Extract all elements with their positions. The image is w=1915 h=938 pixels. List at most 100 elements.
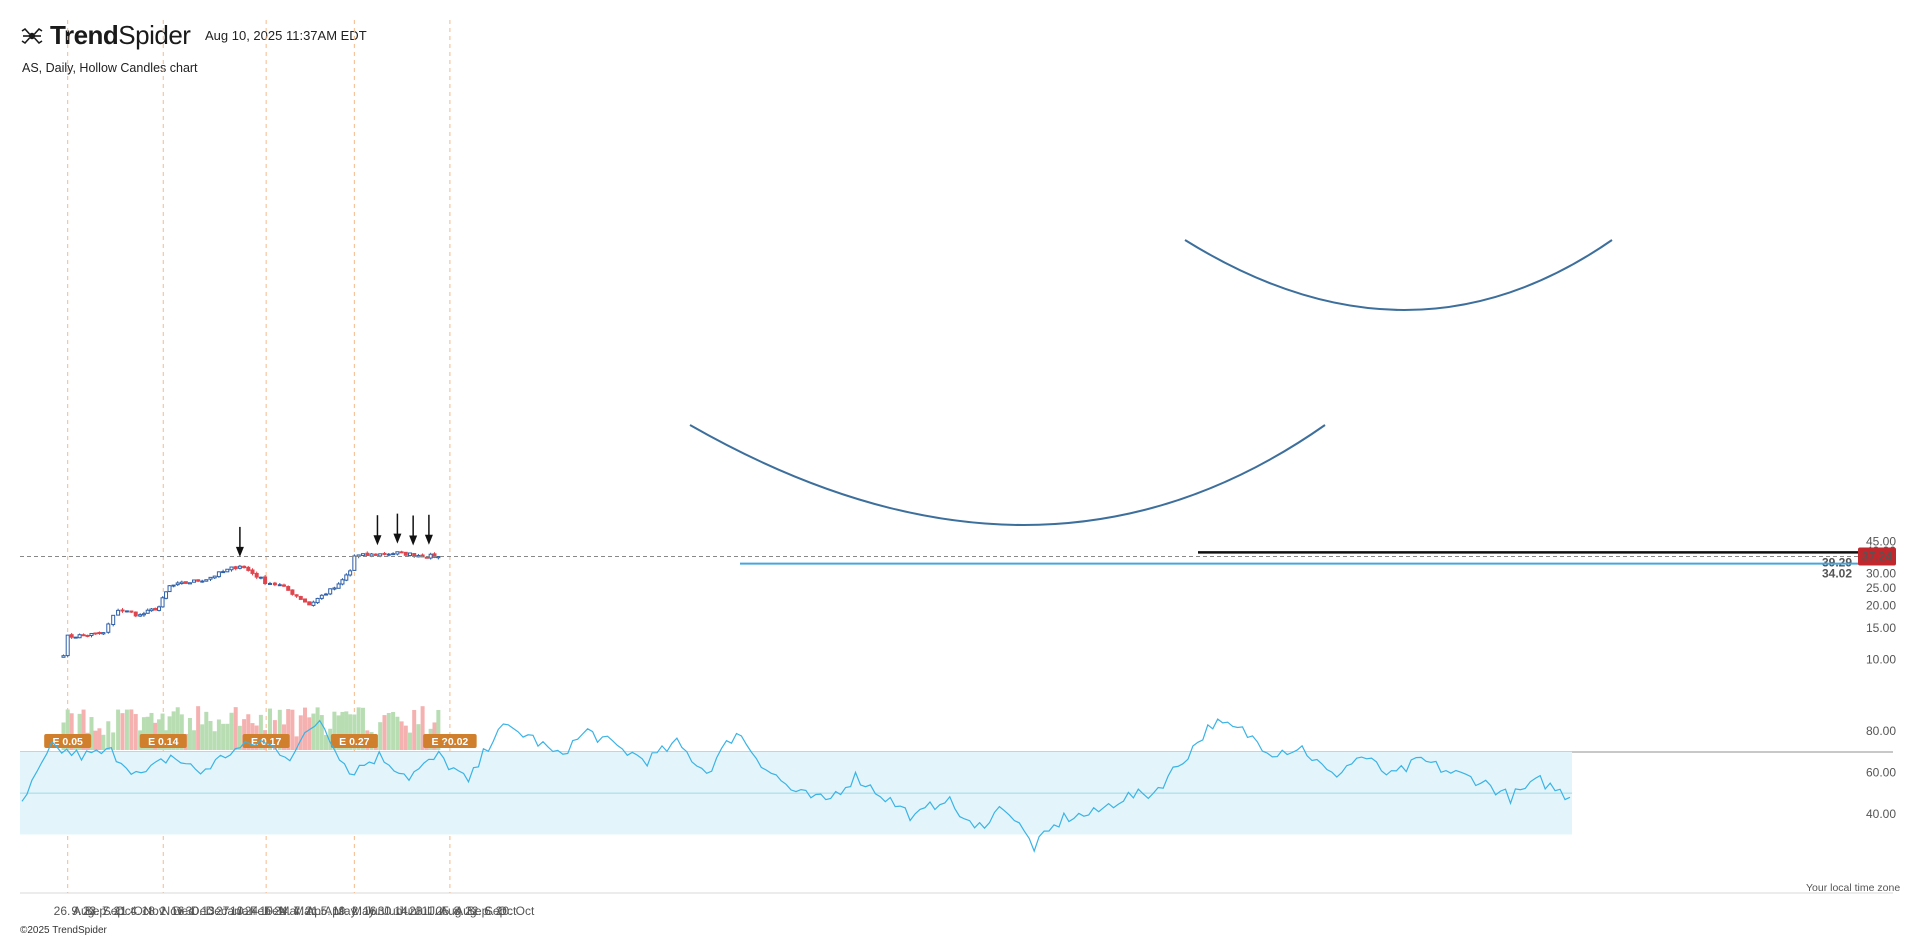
candle-body xyxy=(324,593,328,596)
candle-body xyxy=(258,576,263,579)
date-tick-label: 8. Sep xyxy=(454,904,489,918)
trendspider-logo[interactable]: TrendSpider xyxy=(20,20,191,51)
candle-body xyxy=(237,565,242,569)
volume-bar xyxy=(436,709,441,750)
volume-bar xyxy=(298,715,303,750)
earnings-badge: E 0.27 xyxy=(330,734,378,748)
date-tick-label: 2. Jun xyxy=(352,904,385,918)
volume-bar xyxy=(93,730,98,750)
date-tick-label: 23. Sep xyxy=(83,904,125,918)
timezone-note: Your local time zone xyxy=(1806,882,1901,894)
candle-body xyxy=(89,632,94,637)
volume-bar xyxy=(332,711,337,750)
candle-body xyxy=(179,581,184,585)
earnings-badge: E ?0.02 xyxy=(423,734,477,748)
volume-bar xyxy=(200,724,205,750)
candle-body xyxy=(160,597,165,608)
earnings-badge-bg xyxy=(139,734,187,748)
volume-bar xyxy=(294,736,299,750)
earnings-badge-bg xyxy=(44,734,92,748)
price-tick-label: 10.00 xyxy=(1866,653,1896,667)
candle-body xyxy=(403,551,408,556)
candle-body xyxy=(246,566,251,571)
volume-bar xyxy=(344,711,349,750)
volume-bar xyxy=(303,707,307,750)
candle-body xyxy=(216,571,221,578)
candle-body xyxy=(145,609,150,614)
candle-body xyxy=(272,582,277,586)
candle-body xyxy=(332,587,337,590)
candle-body xyxy=(319,594,324,599)
candle-body xyxy=(336,583,341,589)
logo-text-light: Spider xyxy=(118,20,191,50)
date-tick-label: 11. Aug xyxy=(422,904,462,918)
volume-bar xyxy=(216,719,221,750)
candle-body xyxy=(315,597,320,604)
candle-body xyxy=(391,553,396,556)
candle-body xyxy=(85,634,90,637)
candle-body xyxy=(221,571,226,574)
volume-bar xyxy=(221,723,226,750)
candles xyxy=(61,550,441,658)
down-arrow-icon xyxy=(393,513,402,544)
volume-bar xyxy=(77,713,82,750)
candle-body xyxy=(395,551,400,555)
earnings-badge-label: E 0.17 xyxy=(251,736,282,748)
date-tick-label: 4. Nov xyxy=(130,904,165,918)
volume-bar xyxy=(89,717,94,750)
price-tick-label: 25.00 xyxy=(1866,581,1896,595)
volume-bar xyxy=(416,724,421,750)
earnings-badge-label: E 0.14 xyxy=(148,736,179,748)
volume-bar xyxy=(328,728,333,750)
candle-body xyxy=(192,579,197,583)
candle-body xyxy=(77,634,82,639)
volume-bar xyxy=(111,732,116,750)
candle-body xyxy=(61,655,66,658)
volume-bar xyxy=(97,728,102,750)
support-label: 34.02 xyxy=(1822,567,1852,581)
date-tick-label: 13. Jan xyxy=(201,904,240,918)
down-arrow-icon xyxy=(409,515,418,546)
price-tick-label: 45.00 xyxy=(1866,535,1896,549)
candle-body xyxy=(360,553,365,556)
volume-bar xyxy=(106,721,111,750)
candle-body xyxy=(116,609,121,616)
volume-bar xyxy=(286,709,291,750)
volume-bar xyxy=(145,716,150,750)
candle-body xyxy=(97,632,102,635)
volume-bar xyxy=(420,706,425,750)
candle-body xyxy=(149,608,154,612)
date-tick-label: 21. Oct xyxy=(113,904,152,918)
candle-body xyxy=(365,552,370,556)
volume-bar xyxy=(386,712,391,750)
volume-bar xyxy=(258,714,263,750)
volume-bar xyxy=(81,709,86,750)
down-arrow-icon xyxy=(424,514,433,545)
date-tick-label: 26. Aug xyxy=(54,904,95,918)
volume-bar xyxy=(336,715,341,750)
volume-bar xyxy=(412,709,417,750)
date-tick-label: 27. Jan xyxy=(216,904,255,918)
volume-bar xyxy=(399,721,404,750)
date-tick-label: 16. Dec xyxy=(171,904,212,918)
date-tick-label: 22. Sep xyxy=(465,904,507,918)
candle-body xyxy=(208,576,213,580)
candle-body xyxy=(65,634,70,657)
rsi-tick-label: 80.00 xyxy=(1866,724,1896,738)
date-tick-label: 2. Dec xyxy=(160,904,195,918)
candle-body xyxy=(129,610,134,613)
date-tick-label: 10. Mar xyxy=(259,904,300,918)
volume-bar xyxy=(395,716,400,750)
candle-body xyxy=(340,579,345,585)
candle-body xyxy=(344,574,349,581)
price-tick-label: 30.00 xyxy=(1866,567,1896,581)
chart-header: TrendSpider Aug 10, 2025 11:37AM EDT AS,… xyxy=(0,0,1915,80)
volume-bar xyxy=(116,709,121,750)
earnings-badge-bg xyxy=(242,734,290,748)
date-tick-label: 28. Jul xyxy=(409,904,444,918)
earnings-badge: E 0.17 xyxy=(242,734,290,748)
candle-body xyxy=(432,553,437,558)
rsi-tick-label: 40.00 xyxy=(1866,807,1896,821)
volume-bar xyxy=(225,723,230,750)
